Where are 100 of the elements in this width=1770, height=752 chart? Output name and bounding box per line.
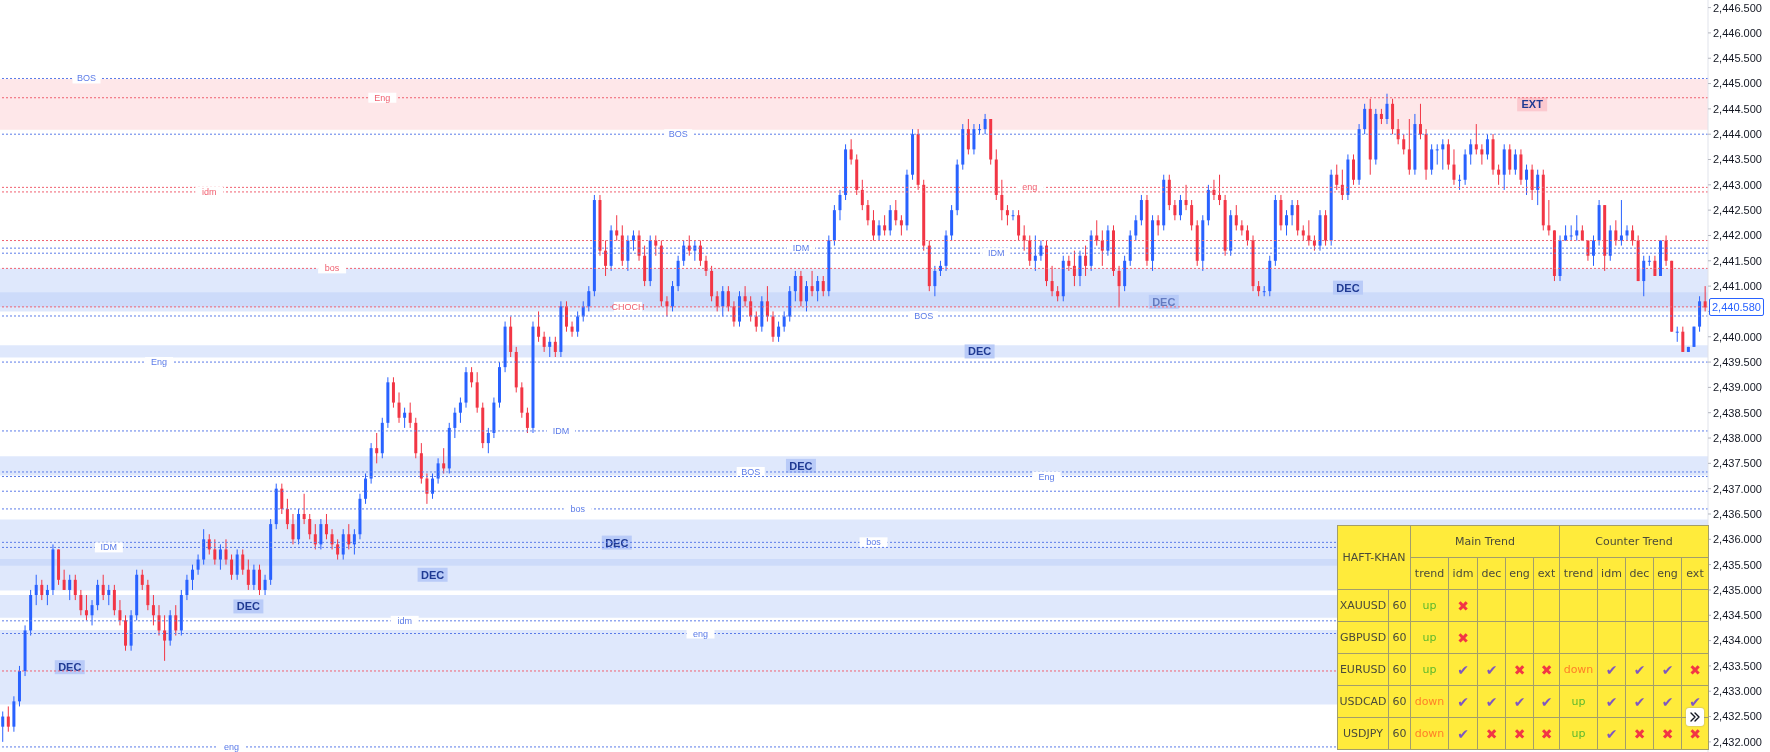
- candlestick: [213, 538, 217, 566]
- ref-line-label: IDM: [792, 243, 810, 254]
- candlestick: [207, 533, 211, 556]
- text: ✔: [1457, 693, 1469, 710]
- ref-line-label: BOS: [668, 129, 688, 140]
- y-tick-label: 2,436.500: [1713, 507, 1762, 520]
- y-tick-label: 2,436.000: [1713, 533, 1762, 546]
- band-label: DEC: [58, 661, 82, 674]
- ref-line-label: IDM: [988, 248, 1005, 259]
- y-tick-label: 2,433.000: [1713, 685, 1762, 698]
- candlestick: [1106, 224, 1110, 257]
- candlestick: [285, 498, 289, 530]
- candlestick: [1234, 204, 1238, 231]
- candlestick: [1050, 265, 1054, 297]
- candlestick: [1614, 219, 1618, 247]
- candlestick: [1335, 164, 1339, 191]
- candlestick: [442, 447, 446, 474]
- candlestick: [871, 209, 875, 242]
- category-label: dec: [1625, 557, 1654, 590]
- text: ✔: [1540, 693, 1553, 710]
- category-label: ext: [1533, 557, 1560, 590]
- candlestick: [564, 300, 568, 333]
- candlestick: [458, 397, 462, 424]
- candlestick: [1653, 255, 1657, 277]
- category-label: USDJPY: [1343, 727, 1383, 740]
- ref-line-label: eng: [224, 741, 240, 752]
- y-tick-label: 2,446.000: [1713, 26, 1762, 39]
- candlestick: [821, 275, 825, 297]
- candlestick: [1028, 234, 1032, 267]
- candlestick: [1647, 255, 1651, 267]
- candlestick: [972, 123, 976, 155]
- candlestick: [604, 240, 608, 277]
- candlestick: [1117, 265, 1121, 307]
- candlestick: [291, 513, 295, 545]
- candlestick: [257, 564, 261, 596]
- candlestick: [1262, 285, 1266, 297]
- candlestick: [1430, 143, 1434, 176]
- candlestick: [1307, 219, 1311, 247]
- candlestick: [933, 265, 937, 297]
- candlestick: [68, 574, 72, 601]
- y-tick-label: 2,437.000: [1713, 482, 1762, 495]
- candlestick: [542, 331, 546, 353]
- candlestick: [777, 321, 781, 343]
- candlestick: [397, 391, 401, 424]
- candlestick: [486, 427, 490, 454]
- candlestick: [1285, 209, 1289, 236]
- text: ✔: [1605, 725, 1618, 742]
- text: ✔: [1633, 661, 1646, 678]
- candlestick: [302, 493, 306, 525]
- candlestick: [252, 564, 256, 591]
- ref-line-label: bos: [570, 503, 586, 514]
- y-tick-label: 2,435.500: [1713, 558, 1762, 571]
- category-label: GBPUSD: [1339, 631, 1387, 644]
- candlestick: [1033, 234, 1037, 272]
- candlestick: [425, 472, 429, 505]
- ref-line-label: idm: [202, 186, 217, 197]
- candlestick: [754, 310, 758, 333]
- candlestick: [1, 710, 5, 743]
- candlestick: [1396, 118, 1400, 145]
- candlestick: [436, 457, 440, 485]
- category-label: eng: [1505, 557, 1534, 590]
- candlestick: [1240, 219, 1244, 236]
- candlestick: [118, 599, 122, 626]
- y-tick-label: 2,445.500: [1713, 52, 1762, 65]
- candlestick: [470, 366, 474, 388]
- candlestick: [347, 523, 351, 550]
- candlestick: [1385, 93, 1389, 125]
- candlestick: [1363, 103, 1367, 135]
- candlestick: [1575, 214, 1579, 242]
- band-label: DEC: [967, 345, 992, 358]
- y-tick-label: 2,443.500: [1713, 153, 1762, 166]
- category-label: 60: [1392, 663, 1407, 676]
- band-label: DEC: [420, 568, 445, 581]
- candlestick: [62, 569, 66, 591]
- ref-line-label: bos: [866, 537, 882, 548]
- candlestick: [1631, 224, 1635, 247]
- candlestick: [1134, 214, 1138, 242]
- candlestick: [40, 579, 44, 601]
- candlestick: [1435, 143, 1439, 166]
- text: ✖: [1513, 725, 1526, 742]
- text: up: [1422, 599, 1437, 612]
- ref-line-label: Eng: [374, 92, 391, 103]
- candlestick: [1190, 199, 1194, 231]
- band-label: DEC: [236, 600, 261, 613]
- ref-line-label: IDM: [100, 542, 118, 553]
- candlestick: [163, 614, 167, 662]
- y-tick-label: 2,434.500: [1713, 609, 1762, 622]
- y-tick-label: 2,444.500: [1713, 102, 1762, 115]
- candlestick: [230, 554, 234, 581]
- candlestick: [587, 285, 591, 312]
- candlestick: [1497, 164, 1501, 186]
- candlestick: [637, 229, 641, 262]
- candlestick: [849, 138, 853, 166]
- candlestick: [899, 214, 903, 236]
- text: ✖: [1457, 629, 1469, 646]
- ref-line-label: BOS: [77, 73, 97, 84]
- text: ✔: [1513, 693, 1526, 710]
- y-tick-label: 2,444.000: [1713, 128, 1762, 141]
- candlestick: [140, 569, 144, 591]
- text: ✔: [1485, 661, 1498, 678]
